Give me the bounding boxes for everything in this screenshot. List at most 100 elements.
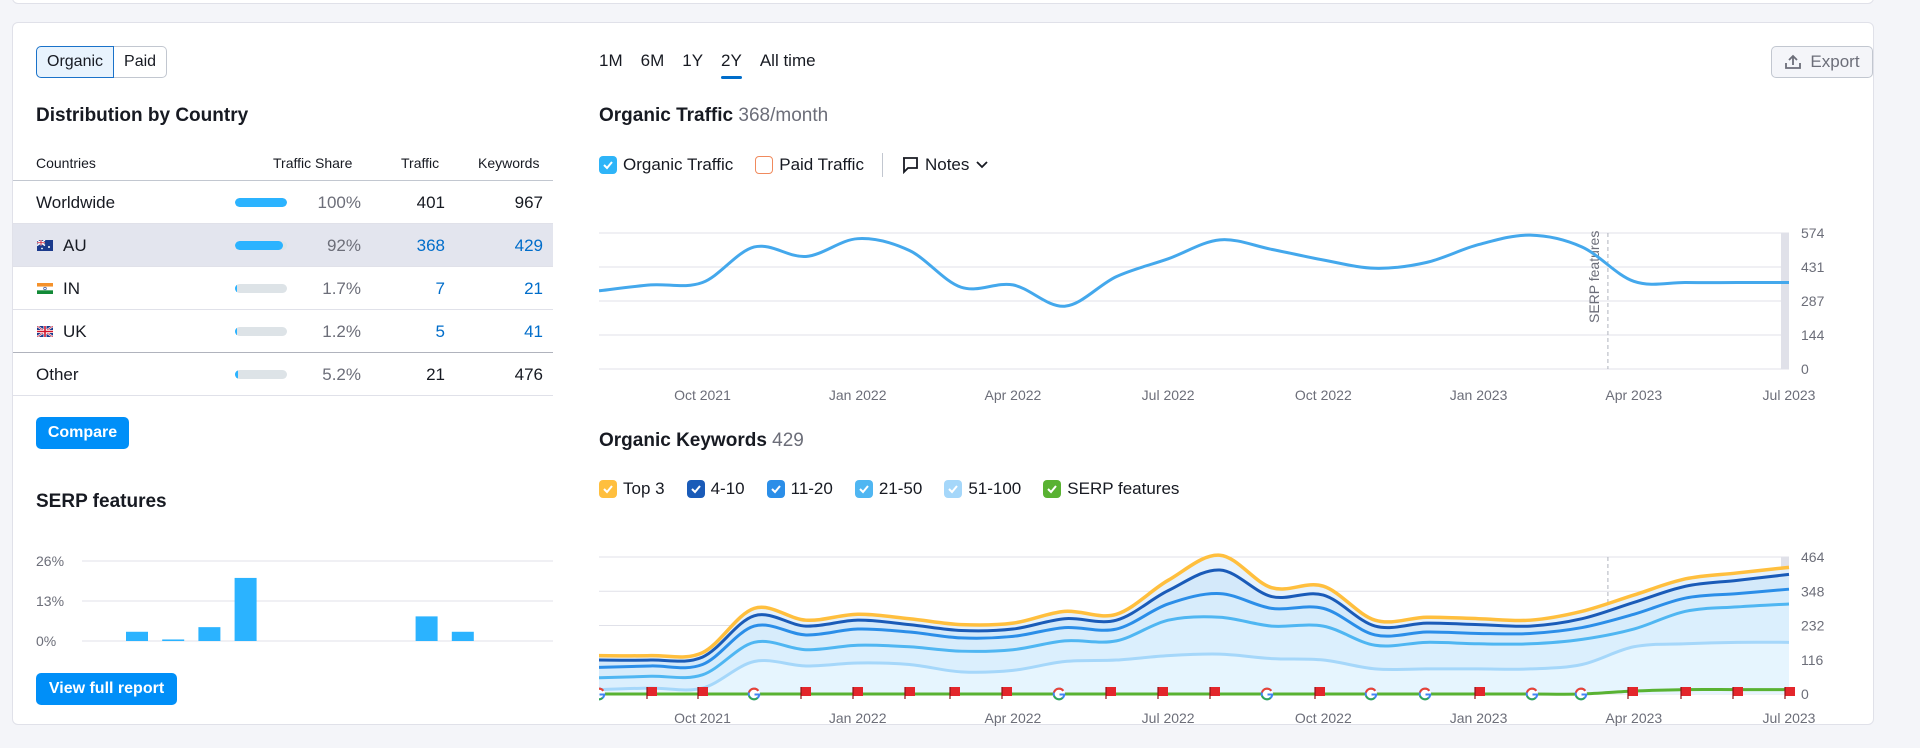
- share-bar-fill: [235, 198, 287, 207]
- compare-button[interactable]: Compare: [36, 417, 129, 449]
- google-marker-icon: [1574, 687, 1588, 701]
- table-row-other[interactable]: Other 5.2% 21 476: [13, 353, 553, 396]
- x-tick-label: Jan 2023: [1450, 387, 1508, 403]
- organic-traffic-checkbox[interactable]: Organic Traffic: [599, 155, 733, 175]
- y-tick-label: 287: [1801, 293, 1825, 309]
- period-1y[interactable]: 1Y: [682, 51, 704, 70]
- serp-bar: [162, 639, 185, 641]
- google-marker-icon: [1525, 687, 1539, 701]
- serp-bar: [451, 631, 474, 641]
- y-tick-label: 26%: [36, 553, 64, 569]
- share-bar: [235, 284, 287, 293]
- share-bar-fill: [235, 241, 283, 250]
- traffic-link[interactable]: 368: [416, 236, 445, 255]
- google-bg: [1053, 688, 1065, 700]
- google-bg: [1365, 688, 1377, 700]
- country-name: AU: [63, 236, 87, 255]
- organic-tab[interactable]: Organic: [36, 46, 115, 78]
- google-green: [1526, 695, 1537, 701]
- chevron-down-icon: [976, 161, 989, 169]
- period-6m[interactable]: 6M: [640, 51, 665, 70]
- x-tick-label: Oct 2021: [674, 710, 731, 726]
- paid-tab[interactable]: Paid: [114, 46, 168, 78]
- flag-shape: [1733, 687, 1743, 696]
- google-green: [1261, 695, 1272, 701]
- domain-overview-card: Organic Paid Distribution by Country Cou…: [12, 22, 1874, 726]
- flag-marker-icon: [1105, 687, 1116, 699]
- top-card: [12, 0, 1874, 4]
- x-tick-label: Apr 2022: [984, 710, 1041, 726]
- share-bar: [235, 241, 287, 250]
- flag-marker-icon: [1314, 687, 1325, 699]
- keywords-link[interactable]: 21: [524, 279, 543, 298]
- line-4-10: [599, 568, 1790, 663]
- share-value: 1.2%: [322, 322, 361, 341]
- y-tick-label: 116: [1801, 652, 1824, 668]
- legend-4-10[interactable]: 4-10: [686, 479, 745, 499]
- google-green: [1575, 695, 1586, 701]
- flag-shape: [1002, 687, 1012, 696]
- google-red: [1261, 687, 1273, 693]
- checkbox-unchecked-icon: [755, 156, 774, 174]
- export-button[interactable]: Export: [1771, 46, 1873, 78]
- flag-shape: [1681, 687, 1691, 696]
- x-tick-label: Jan 2022: [829, 710, 887, 726]
- col-traffic: Traffic: [401, 155, 440, 171]
- x-tick-label: Jul 2023: [1763, 710, 1816, 726]
- keywords-value: 967: [514, 193, 543, 212]
- flag-marker-icon: [1627, 687, 1638, 699]
- line-top-3: [599, 553, 1790, 659]
- line-21-50: [599, 602, 1790, 680]
- google-bg: [1261, 688, 1273, 700]
- share-bar-fill: [235, 327, 237, 336]
- area-51-100: [599, 642, 1789, 694]
- legend-51-100[interactable]: 51-100: [944, 479, 1021, 499]
- traffic-link[interactable]: 5: [435, 322, 445, 341]
- table-row-au[interactable]: AU 92% 368 429: [13, 224, 553, 267]
- x-tick-label: Apr 2023: [1605, 710, 1662, 726]
- export-label: Export: [1810, 52, 1860, 71]
- legend-top-3[interactable]: Top 3: [599, 479, 665, 499]
- legend-21-50[interactable]: 21-50: [854, 479, 922, 499]
- legend-11-20[interactable]: 11-20: [766, 479, 833, 499]
- period-2y[interactable]: 2Y: [721, 51, 742, 79]
- flag-marker-icon: [1157, 687, 1168, 699]
- organic-keywords-value: 429: [772, 430, 804, 451]
- keywords-link[interactable]: 41: [524, 322, 543, 341]
- line-11-20: [599, 587, 1790, 670]
- flag-marker-icon: [1209, 687, 1220, 699]
- google-bg: [1419, 688, 1431, 700]
- flag-marker-icon: [1732, 687, 1743, 699]
- x-tick-label: Jul 2022: [1142, 387, 1195, 403]
- traffic-link[interactable]: 7: [435, 279, 445, 298]
- period-all-time[interactable]: All time: [759, 51, 816, 70]
- view-full-report-button[interactable]: View full report: [36, 673, 177, 705]
- period-1m[interactable]: 1M: [599, 51, 623, 70]
- traffic-legend: Organic Traffic Paid Traffic Notes: [599, 153, 1010, 177]
- table-row-worldwide[interactable]: Worldwide 100% 401 967: [13, 181, 553, 224]
- share-value: 100%: [317, 193, 361, 212]
- keywords-link[interactable]: 429: [514, 236, 543, 255]
- serp-bar: [198, 627, 221, 641]
- google-green: [1365, 695, 1376, 701]
- legend-label: Top 3: [623, 479, 665, 498]
- share-bar: [235, 327, 287, 336]
- organic-keywords-title: Organic Keywords 429: [599, 430, 804, 452]
- table-row-in[interactable]: IN 1.7% 7 21: [13, 267, 553, 310]
- checkbox-checked-icon: [944, 480, 963, 498]
- paid-traffic-checkbox[interactable]: Paid Traffic: [755, 155, 864, 175]
- table-row-uk[interactable]: UK 1.2% 5 41: [13, 310, 553, 353]
- share-bar-fill: [235, 284, 237, 293]
- x-tick-label: Apr 2023: [1605, 387, 1662, 403]
- organic-paid-toggle: Organic Paid: [36, 46, 168, 78]
- legend-serp-features[interactable]: SERP features: [1043, 479, 1179, 499]
- legend-label: 4-10: [710, 479, 745, 498]
- y-tick-label: 232: [1801, 618, 1825, 634]
- google-green: [748, 695, 759, 701]
- flag-shape: [801, 687, 811, 696]
- y-tick-label: 0: [1801, 361, 1809, 377]
- y-tick-label: 0: [1801, 686, 1809, 702]
- x-tick-label: Oct 2021: [674, 387, 731, 403]
- uk-flag-icon: [37, 326, 53, 337]
- notes-dropdown[interactable]: Notes: [901, 155, 989, 175]
